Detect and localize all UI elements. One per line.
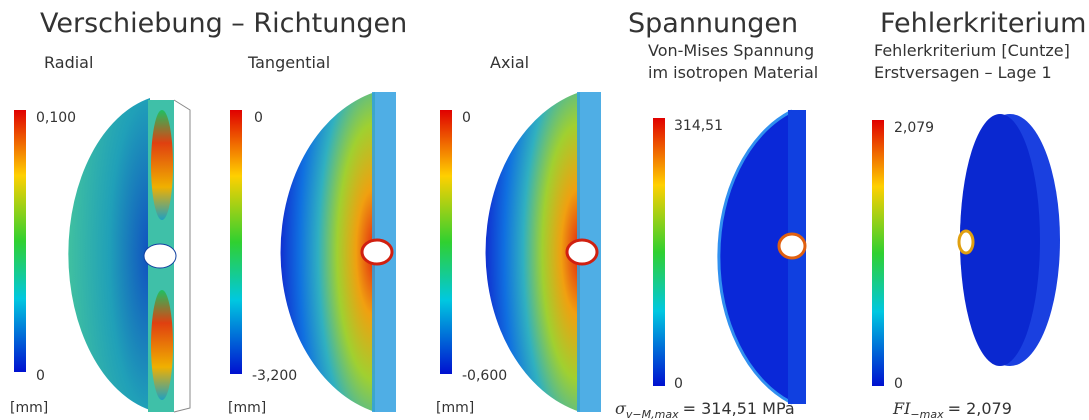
panel-label: Axial — [490, 53, 529, 72]
colorbar — [872, 120, 884, 386]
scale-min: -0,600 — [462, 368, 507, 384]
scale-min: -3,200 — [252, 368, 297, 384]
hole — [144, 244, 176, 268]
stress-lobe — [151, 110, 173, 220]
scale-max: 0 — [462, 110, 471, 126]
hole — [959, 231, 973, 253]
section-title: Verschiebung – Richtungen — [40, 8, 407, 39]
disc-section — [68, 98, 150, 410]
formula-subscript: v−M,max — [626, 408, 679, 420]
page: {"sections": [ {"title": "Verschiebung –… — [0, 0, 1089, 420]
subtitle: Erstversagen – Lage 1 — [874, 63, 1052, 82]
subtitle: Fehlerkriterium [Cuntze] — [874, 41, 1070, 60]
page-body: Verschiebung – Richtungen Radial Tangent… — [0, 0, 1089, 420]
unit: [mm] — [10, 400, 48, 416]
disc-section — [719, 112, 790, 402]
hole — [567, 240, 597, 264]
formula-rest: = 314,51 MPa — [683, 399, 795, 418]
scale-max: 2,079 — [894, 120, 934, 136]
stress-lobe — [151, 290, 173, 400]
panel-label: Radial — [44, 53, 93, 72]
formula-subscript: −max — [910, 408, 944, 420]
section-title: Fehlerkriterium — [880, 8, 1086, 39]
formula: FI−max = 2,079 — [892, 399, 1012, 420]
subtitle: Von-Mises Spannung — [648, 41, 814, 60]
scale-max: 0 — [254, 110, 263, 126]
hole — [779, 234, 805, 258]
unit: [mm] — [228, 400, 266, 416]
colorbar — [653, 118, 665, 386]
hole — [362, 240, 392, 264]
scale-max: 314,51 — [674, 118, 723, 134]
colorbar — [14, 110, 26, 372]
scale-min: 0 — [674, 376, 683, 392]
scale-min: 0 — [894, 376, 903, 392]
scale-max: 0,100 — [36, 110, 76, 126]
formula: σv−M,max= 314,51 MPa — [615, 399, 795, 420]
colorbar — [440, 110, 452, 374]
panel-label: Tangential — [247, 53, 330, 72]
unit: [mm] — [436, 400, 474, 416]
figure: Verschiebung – Richtungen Radial Tangent… — [0, 0, 1089, 420]
colorbar — [230, 110, 242, 374]
formula-rest: = 2,079 — [948, 399, 1012, 418]
section-title: Spannungen — [628, 8, 798, 39]
formula-symbol: FI — [892, 399, 911, 418]
scale-min: 0 — [36, 368, 45, 384]
subtitle: im isotropen Material — [648, 63, 818, 82]
